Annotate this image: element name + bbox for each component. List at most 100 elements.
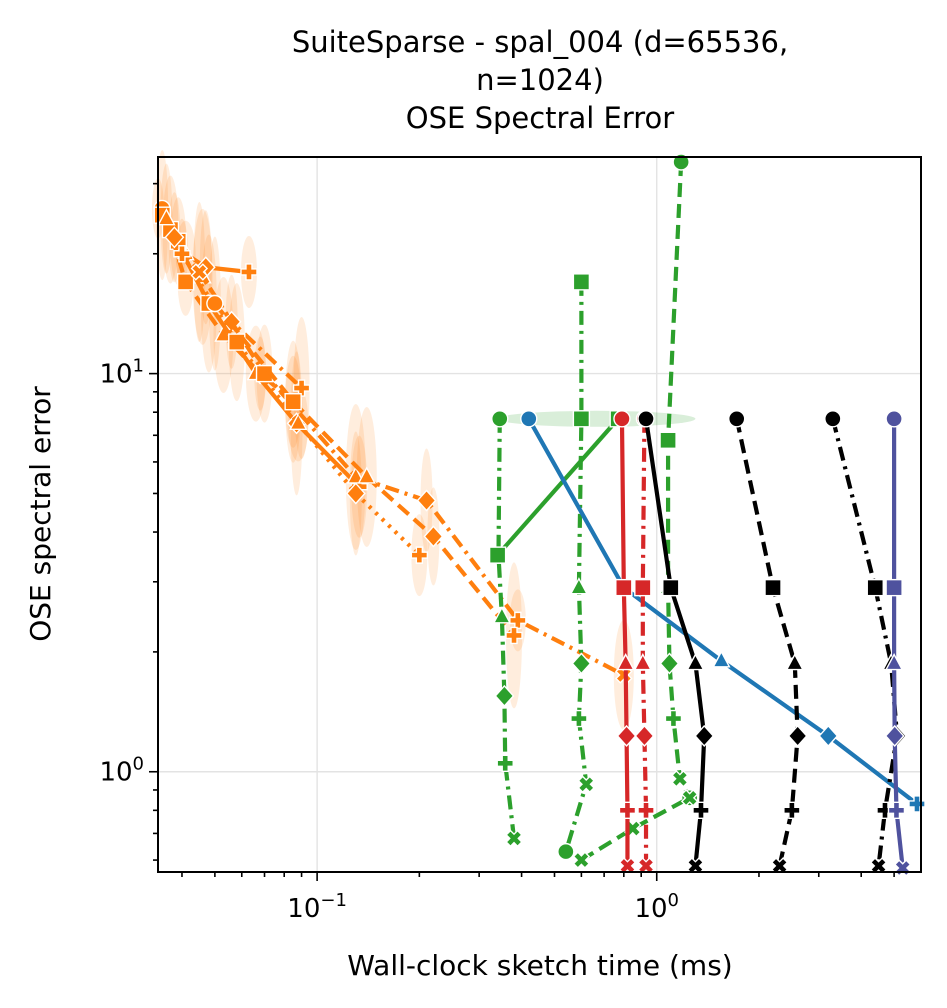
series-16-point-0 (728, 410, 746, 428)
series-5-point-4 (509, 611, 527, 630)
series-10-point-0 (672, 153, 690, 171)
series-10-point-1 (659, 431, 677, 449)
chart-title: SuiteSparse - spal_004 (d=65536, n=1024)… (292, 25, 788, 135)
series-7-line (496, 418, 517, 839)
series-16 (728, 410, 808, 875)
series-18-point-3 (884, 724, 905, 747)
series-15-point-3 (694, 724, 715, 747)
series-6-point-4 (505, 626, 523, 645)
series-15-point-5-shape (686, 857, 705, 875)
series-4 (173, 245, 429, 564)
series-18 (884, 410, 912, 877)
series-14-point-1 (634, 578, 652, 597)
series-12-line (526, 417, 919, 806)
series-4-point-2 (289, 412, 308, 431)
series-9 (557, 273, 595, 861)
series-13-point-4 (618, 801, 637, 820)
series-17-line (830, 418, 900, 867)
series-9-point-4 (570, 709, 588, 728)
series-5-point-3 (416, 489, 437, 512)
series-5-point-2 (346, 466, 365, 484)
series-14 (633, 410, 655, 875)
series-8-point-0 (488, 546, 507, 564)
x-axis-label: Wall-clock sketch time (ms) (347, 949, 732, 982)
series-2-point-0 (157, 208, 176, 226)
series-15-point-5 (686, 857, 705, 875)
series-13 (613, 410, 637, 875)
series-9-point-3 (571, 652, 592, 675)
series-7-point-2 (492, 606, 512, 624)
y-axis-label: OSE spectral error (24, 386, 57, 642)
series-6-line (213, 302, 516, 637)
chart-title-line-1: SuiteSparse - spal_004 (d=65536, (292, 25, 788, 59)
series-17-point-5-shape (869, 857, 888, 875)
series-16-point-5 (770, 857, 789, 875)
series-10-point-3 (659, 652, 680, 675)
chart-title-line-2: n=1024) (476, 63, 604, 97)
series-12-point-0 (520, 410, 538, 428)
series-0-point-4 (240, 263, 258, 281)
uncertainty-bands (152, 150, 696, 730)
series-16-point-5-shape (770, 857, 789, 875)
series-4-point-3 (345, 482, 366, 505)
series-11-point-0-shape (572, 851, 591, 869)
data-series (153, 153, 926, 877)
series-12-point-2 (712, 650, 731, 668)
series-13-line (619, 418, 630, 866)
series-14-point-3 (634, 724, 655, 747)
series-14-point-5-shape (637, 857, 655, 875)
series-9-point-1 (572, 410, 591, 428)
series-15-point-0 (637, 410, 655, 428)
series-18-point-4 (887, 801, 906, 820)
series-13-point-1 (615, 578, 633, 597)
series-11-point-2 (680, 789, 699, 807)
series-16-line (734, 418, 800, 867)
series-9-point-6 (557, 842, 575, 861)
series-6-point-1 (284, 393, 302, 411)
y-tick-label-0: 100 (99, 754, 144, 788)
series-10-line (665, 161, 692, 799)
series-17-point-1 (866, 578, 884, 597)
series-13-point-3 (616, 724, 637, 747)
series-12-point-3 (818, 724, 839, 747)
series-9-point-2 (569, 577, 589, 595)
series-15-point-1 (662, 578, 680, 597)
series-7-point-5 (505, 829, 523, 848)
series-16-point-3 (787, 724, 808, 747)
y-tick-label-1: 101 (99, 356, 144, 390)
series-7-point-4 (496, 754, 514, 773)
series-8 (488, 410, 627, 564)
series-15 (637, 410, 715, 875)
series-6-point-2 (357, 466, 376, 484)
series-16-point-2 (785, 653, 804, 671)
series-13-point-0 (613, 410, 631, 428)
x-tick-label-0: 10−1 (287, 890, 347, 924)
series-15-line (643, 418, 707, 867)
series-14-point-5 (637, 857, 655, 875)
series-13-point-2 (616, 653, 635, 671)
series-10 (658, 153, 699, 807)
series-4-point-0 (173, 245, 191, 263)
series-17-point-0 (824, 410, 842, 428)
plot-frame (157, 156, 922, 873)
series-4-point-4 (410, 546, 429, 564)
series-5-point-0 (190, 263, 209, 281)
series-2-point-1 (176, 273, 195, 291)
series-15-point-2 (686, 653, 705, 671)
series-11-point-2-shape (680, 789, 699, 807)
series-6-point-0 (206, 294, 224, 313)
series-16-point-1 (764, 578, 782, 597)
series-9-point-5-shape (577, 775, 595, 794)
series-5-line (197, 270, 625, 677)
series-8-line (496, 417, 620, 557)
grid-lines (158, 157, 921, 872)
series-18-point-0 (885, 410, 903, 428)
series-7-point-5-shape (505, 829, 523, 848)
series-14-line (640, 418, 649, 866)
series-18-point-1 (885, 578, 903, 597)
series-7-point-3 (494, 684, 515, 708)
series-16-point-4 (783, 801, 801, 820)
series-11-point-1 (623, 819, 642, 838)
x-tick-label-1: 100 (634, 890, 679, 924)
